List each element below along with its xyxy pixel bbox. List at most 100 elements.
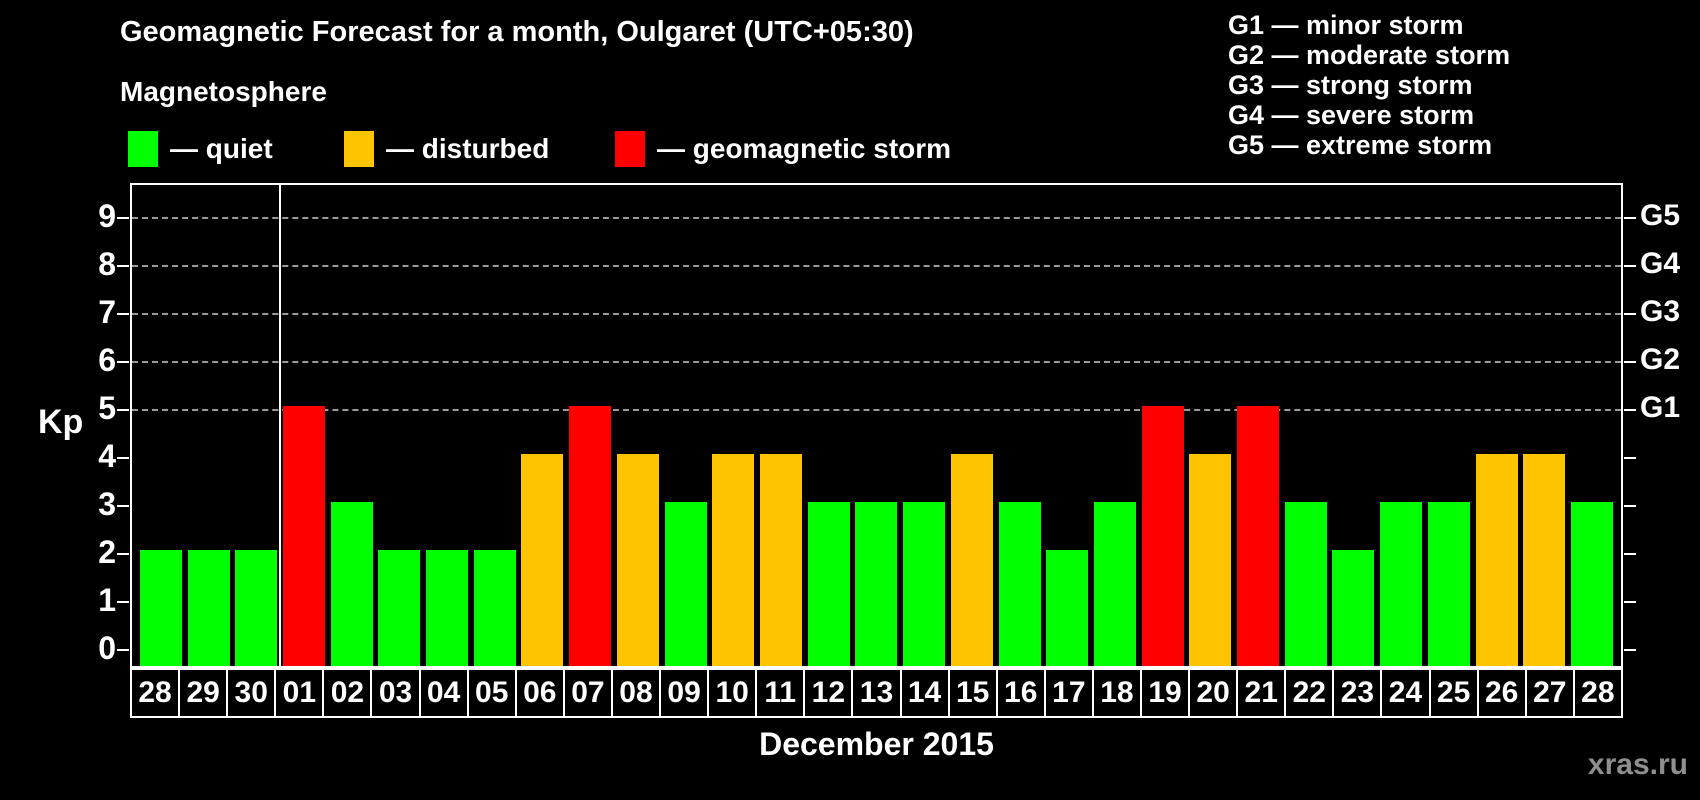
tick-t-left-6	[117, 361, 129, 363]
tick-t-right-2	[1624, 553, 1636, 555]
bar-slot-26	[1473, 185, 1521, 666]
kp-bar-day-15	[950, 454, 993, 666]
kp-bar-day-10	[712, 454, 755, 666]
bar-slot-15	[948, 185, 996, 666]
date-cell-03: 03	[370, 668, 421, 718]
tick-t-right-0	[1624, 649, 1636, 651]
x-axis-date-row: 28 29 30 01 02 03 04 05 06 07 08 09 10 11 12 13 14 15 16 17…	[130, 668, 1623, 718]
right-axis-label-g3: G3	[1640, 295, 1681, 328]
gridline-kp9	[132, 217, 1621, 219]
y-tick-label-0: 0	[98, 630, 116, 666]
kp-bar-day-28	[1570, 501, 1613, 666]
date-cell-28: 28	[130, 668, 181, 718]
tick-t-left-1	[117, 601, 129, 603]
kp-bar-day-05	[473, 549, 516, 666]
kp-bar-day-26	[1475, 454, 1518, 666]
kp-bar-day-22	[1284, 501, 1327, 666]
date-cell-21: 21	[1236, 668, 1287, 718]
y-tick-label-9: 9	[98, 198, 116, 234]
kp-bar-day-06	[521, 454, 564, 666]
bar-slot-23	[1330, 185, 1378, 666]
gridline-kp5	[132, 409, 1621, 411]
right-axis-label-g5: G5	[1640, 199, 1681, 232]
bar-slot-28	[137, 185, 185, 666]
kp-bar-day-13	[855, 501, 898, 666]
kp-bar-day-02	[330, 501, 373, 666]
kp-bar-day-27	[1523, 454, 1566, 666]
tick-t-right-1	[1624, 601, 1636, 603]
date-cell-12: 12	[803, 668, 854, 718]
date-cell-06: 06	[514, 668, 565, 718]
kp-bar-day-01	[282, 406, 325, 666]
kp-bar-day-14	[903, 501, 946, 666]
date-cell-17: 17	[1043, 668, 1094, 718]
kp-bar-day-11	[759, 454, 802, 666]
date-cell-15: 15	[947, 668, 998, 718]
tick-t-right-9	[1624, 217, 1636, 219]
legend-item-disturbed: — disturbed	[344, 128, 549, 170]
bar-slot-04	[423, 185, 471, 666]
storm-scale-line-2: G2 — moderate storm	[1228, 40, 1511, 70]
y-tick-label-2: 2	[98, 534, 116, 570]
date-cell-11: 11	[755, 668, 806, 718]
y-tick-label-1: 1	[98, 582, 116, 618]
right-axis-label-g2: G2	[1640, 343, 1681, 376]
bar-slot-09	[662, 185, 710, 666]
chart-title: Geomagnetic Forecast for a month, Oulgar…	[120, 16, 914, 48]
date-cell-01: 01	[274, 668, 325, 718]
legend-item-label: — disturbed	[386, 133, 550, 164]
bar-slot-30	[232, 185, 280, 666]
bar-slot-28	[1568, 185, 1616, 666]
disturbed-color-swatch	[344, 131, 374, 167]
kp-bar-day-19	[1141, 406, 1184, 666]
date-cell-30: 30	[226, 668, 277, 718]
y-tick-label-4: 4	[98, 438, 116, 474]
watermark: xras.ru	[1587, 748, 1688, 781]
kp-bar-day-12	[807, 501, 850, 666]
storm-scale-line-4: G4 — severe storm	[1228, 100, 1475, 130]
date-cell-18: 18	[1091, 668, 1142, 718]
kp-bar-day-08	[616, 454, 659, 666]
tick-t-left-5	[117, 409, 129, 411]
date-cell-10: 10	[707, 668, 758, 718]
bar-slot-20	[1186, 185, 1234, 666]
bar-slot-06	[519, 185, 567, 666]
bar-slot-24	[1377, 185, 1425, 666]
month-boundary-line	[279, 185, 281, 666]
bar-slot-27	[1520, 185, 1568, 666]
date-cell-29: 29	[178, 668, 229, 718]
tick-t-left-0	[117, 649, 129, 651]
bar-slot-17	[1043, 185, 1091, 666]
gridline-kp8	[132, 265, 1621, 267]
date-cell-24: 24	[1380, 668, 1431, 718]
bar-slot-21	[1234, 185, 1282, 666]
y-tick-label-5: 5	[98, 390, 116, 426]
right-axis-label-g4: G4	[1640, 247, 1681, 280]
date-cell-07: 07	[562, 668, 613, 718]
legend-item-label: — geomagnetic storm	[657, 133, 952, 164]
bar-slot-12	[805, 185, 853, 666]
bar-slot-22	[1282, 185, 1330, 666]
legend-item-storm: — geomagnetic storm	[615, 128, 951, 170]
x-axis-month-label: December 2015	[759, 726, 994, 762]
date-cell-20: 20	[1188, 668, 1239, 718]
kp-bar-day-16	[998, 501, 1041, 666]
tick-t-right-4	[1624, 457, 1636, 459]
kp-bar-day-07	[569, 406, 612, 666]
date-cell-23: 23	[1332, 668, 1383, 718]
bar-slot-01	[280, 185, 328, 666]
date-cell-05: 05	[466, 668, 517, 718]
bar-slot-11	[757, 185, 805, 666]
kp-bar-day-23	[1332, 549, 1375, 666]
date-cell-14: 14	[899, 668, 950, 718]
kp-bar-day-21	[1237, 406, 1280, 666]
date-cell-19: 19	[1139, 668, 1191, 718]
kp-bar-day-18	[1093, 501, 1136, 666]
kp-bar-day-04	[426, 549, 469, 666]
bar-slot-29	[185, 185, 233, 666]
date-cell-16: 16	[995, 668, 1046, 718]
date-cell-28: 28	[1572, 668, 1623, 718]
kp-bar-day-20	[1189, 454, 1232, 666]
bar-slot-13	[853, 185, 901, 666]
